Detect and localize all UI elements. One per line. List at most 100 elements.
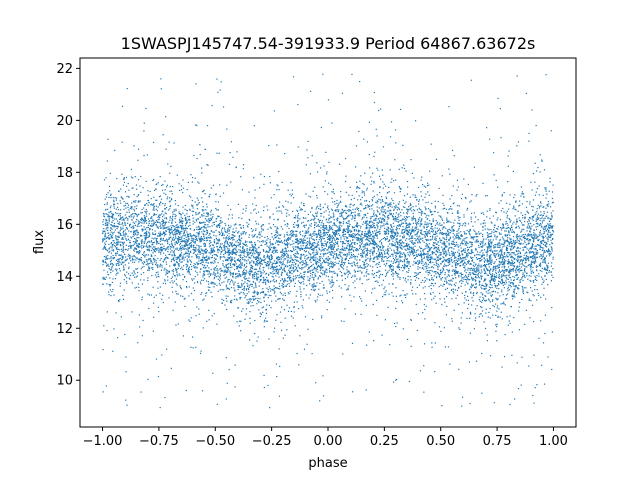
data-point bbox=[135, 239, 137, 241]
data-point bbox=[477, 219, 479, 221]
data-point bbox=[201, 231, 203, 233]
data-point bbox=[405, 281, 407, 283]
data-point bbox=[141, 283, 144, 285]
data-point bbox=[203, 298, 205, 300]
data-point bbox=[141, 241, 143, 244]
data-point bbox=[396, 238, 398, 240]
data-point bbox=[435, 220, 437, 222]
data-point bbox=[252, 254, 254, 256]
data-point bbox=[295, 268, 298, 270]
data-point bbox=[255, 228, 257, 230]
data-point bbox=[246, 279, 249, 282]
data-point bbox=[305, 234, 307, 237]
data-point bbox=[315, 270, 317, 272]
data-point bbox=[260, 278, 262, 281]
data-point bbox=[496, 231, 498, 233]
data-point bbox=[280, 210, 282, 212]
data-point bbox=[267, 228, 269, 230]
data-point bbox=[213, 271, 215, 273]
data-point bbox=[269, 407, 271, 409]
data-point bbox=[496, 219, 498, 221]
data-point bbox=[228, 233, 230, 235]
data-point bbox=[170, 225, 172, 227]
data-point bbox=[297, 260, 300, 262]
data-point bbox=[455, 272, 457, 274]
data-point bbox=[502, 223, 504, 225]
data-point bbox=[409, 240, 411, 242]
data-point bbox=[447, 231, 449, 233]
data-point bbox=[375, 217, 377, 219]
data-point bbox=[297, 256, 299, 259]
data-point bbox=[368, 229, 371, 231]
data-point bbox=[271, 233, 273, 235]
data-point bbox=[150, 294, 152, 296]
data-point bbox=[424, 247, 426, 250]
data-point bbox=[451, 226, 453, 228]
data-point bbox=[140, 268, 142, 270]
data-point bbox=[444, 245, 446, 247]
data-point bbox=[123, 269, 125, 271]
data-point bbox=[315, 222, 317, 224]
data-point bbox=[249, 241, 251, 244]
data-point bbox=[327, 256, 329, 258]
data-point bbox=[542, 246, 544, 249]
data-point bbox=[333, 214, 335, 216]
data-point bbox=[161, 216, 164, 218]
data-point bbox=[420, 231, 422, 233]
data-point bbox=[516, 259, 518, 261]
data-point bbox=[117, 258, 119, 261]
data-point bbox=[333, 231, 335, 234]
data-point bbox=[475, 317, 477, 319]
data-point bbox=[189, 235, 191, 237]
data-point bbox=[353, 250, 355, 252]
data-point bbox=[500, 229, 503, 231]
data-point bbox=[510, 238, 512, 240]
data-point bbox=[375, 233, 377, 236]
data-point bbox=[271, 256, 273, 258]
data-point bbox=[269, 242, 271, 244]
data-point bbox=[281, 278, 283, 280]
data-point bbox=[427, 245, 429, 247]
data-point bbox=[154, 230, 156, 232]
data-point bbox=[495, 276, 497, 279]
data-point bbox=[423, 268, 425, 270]
data-point bbox=[544, 298, 547, 300]
data-point bbox=[452, 240, 455, 242]
data-point bbox=[161, 249, 164, 251]
data-point bbox=[396, 253, 398, 255]
data-point bbox=[288, 269, 290, 271]
data-point bbox=[342, 221, 345, 223]
data-point bbox=[122, 298, 125, 301]
data-point bbox=[160, 251, 162, 253]
data-point bbox=[428, 254, 431, 257]
data-point bbox=[199, 153, 201, 156]
data-point bbox=[516, 218, 518, 220]
data-point bbox=[283, 309, 285, 311]
data-point bbox=[243, 249, 245, 251]
data-point bbox=[146, 215, 148, 217]
data-point bbox=[331, 263, 333, 265]
data-point bbox=[396, 378, 398, 381]
data-point bbox=[276, 235, 279, 237]
data-point bbox=[173, 226, 175, 228]
data-point bbox=[197, 203, 199, 205]
data-point bbox=[503, 255, 505, 258]
data-point bbox=[473, 166, 476, 168]
data-point bbox=[475, 216, 477, 218]
data-point bbox=[159, 235, 162, 237]
data-point bbox=[545, 74, 547, 76]
data-point bbox=[476, 236, 478, 238]
data-point bbox=[535, 261, 537, 263]
data-point bbox=[431, 223, 433, 225]
data-point bbox=[349, 246, 351, 248]
data-point bbox=[132, 221, 134, 223]
data-point bbox=[365, 256, 367, 258]
data-point bbox=[536, 253, 538, 255]
data-point bbox=[280, 251, 282, 253]
data-point bbox=[460, 243, 462, 245]
data-point bbox=[192, 210, 195, 213]
data-point bbox=[247, 285, 249, 288]
data-point bbox=[142, 271, 145, 274]
data-point bbox=[197, 263, 199, 266]
data-point bbox=[103, 228, 105, 230]
